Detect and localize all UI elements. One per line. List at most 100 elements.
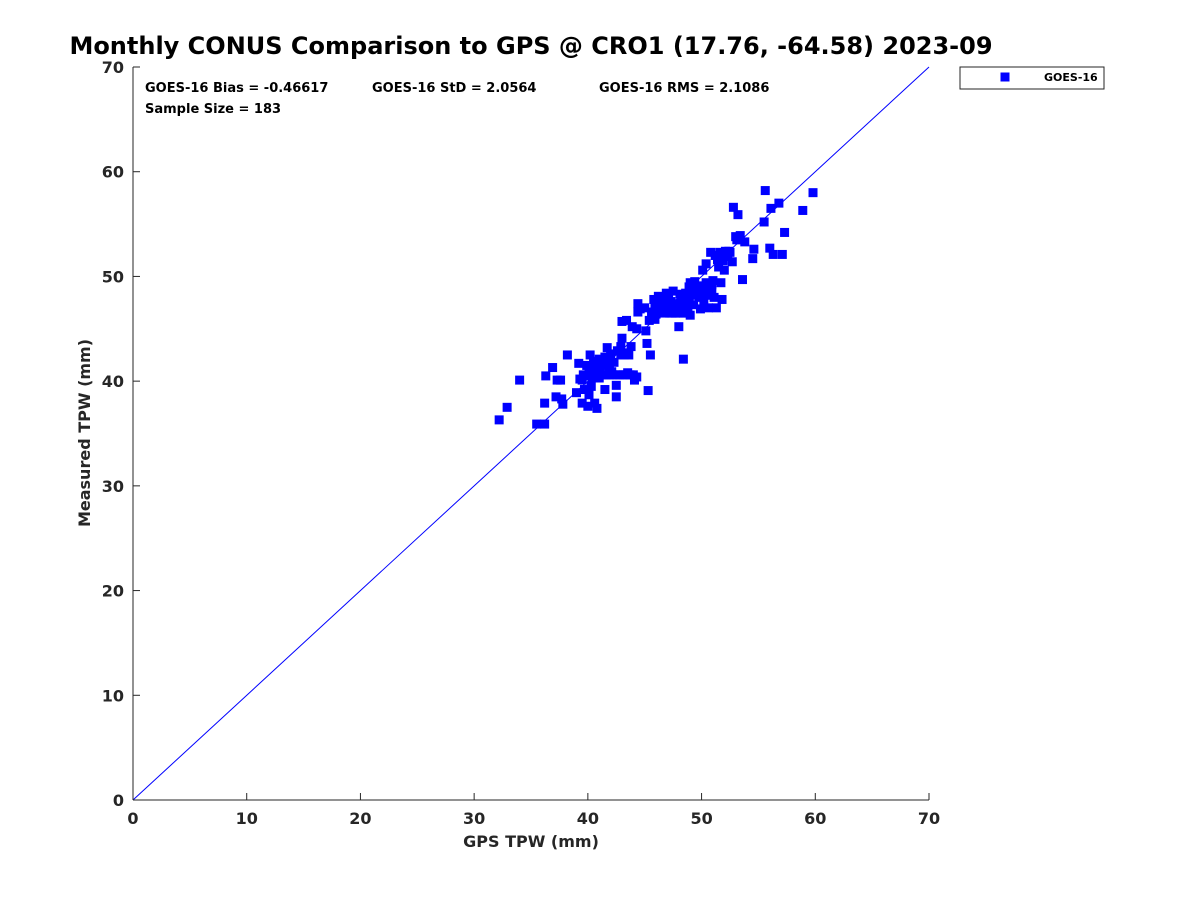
- data-point: [586, 368, 596, 378]
- data-point: [633, 299, 643, 309]
- data-point: [774, 198, 784, 208]
- data-point: [562, 350, 572, 360]
- data-point: [632, 372, 642, 382]
- data-points: [494, 186, 818, 429]
- data-point: [604, 363, 614, 373]
- data-point: [622, 348, 632, 358]
- legend-label: GOES-16: [1044, 71, 1098, 84]
- x-axis-label: GPS TPW (mm): [463, 832, 599, 851]
- data-point: [603, 357, 613, 367]
- data-point: [617, 316, 627, 326]
- data-point: [616, 342, 626, 352]
- data-point: [515, 375, 525, 385]
- data-point: [686, 290, 696, 300]
- data-point: [659, 308, 669, 318]
- data-point: [701, 259, 711, 269]
- data-point: [685, 310, 695, 320]
- data-point: [673, 303, 683, 313]
- x-ticks: 0 10 20 30 40 50 60 70: [127, 793, 940, 828]
- x-tick-label: 60: [804, 809, 826, 828]
- data-point: [579, 385, 589, 395]
- data-point: [594, 354, 604, 364]
- data-point: [715, 247, 725, 257]
- data-point: [725, 247, 735, 257]
- y-tick-label: 50: [102, 267, 124, 286]
- x-tick-label: 40: [577, 809, 599, 828]
- data-point: [733, 210, 743, 220]
- y-tick-label: 70: [102, 58, 124, 77]
- data-point: [584, 390, 594, 400]
- data-point: [668, 286, 678, 296]
- data-point: [694, 292, 704, 302]
- x-tick-label: 10: [236, 809, 258, 828]
- data-point: [765, 243, 775, 253]
- bias-stat: GOES-16 Bias = -0.46617: [145, 81, 328, 96]
- data-point: [540, 419, 550, 429]
- x-tick-label: 20: [349, 809, 371, 828]
- data-point: [699, 297, 709, 307]
- y-axis-label: Measured TPW (mm): [75, 339, 94, 527]
- legend-box: [959, 66, 1105, 90]
- data-point: [684, 282, 694, 292]
- data-point: [703, 303, 713, 313]
- data-point: [640, 303, 650, 313]
- data-point: [558, 399, 568, 409]
- data-point: [728, 202, 738, 212]
- data-point: [598, 360, 608, 370]
- y-tick-label: 60: [102, 163, 124, 182]
- data-point: [695, 304, 705, 314]
- data-point: [600, 385, 610, 395]
- data-point: [575, 374, 585, 384]
- data-point: [541, 371, 551, 381]
- data-point: [602, 343, 612, 353]
- data-point: [548, 363, 558, 373]
- data-point: [718, 256, 728, 266]
- data-point: [712, 255, 722, 265]
- data-point: [658, 303, 668, 313]
- data-point: [657, 297, 667, 307]
- data-point: [692, 286, 702, 296]
- y-tick-label: 20: [102, 582, 124, 601]
- data-point: [627, 322, 637, 332]
- y-tick-label: 40: [102, 372, 124, 391]
- data-point: [557, 394, 567, 404]
- data-point: [611, 380, 621, 390]
- data-point: [714, 262, 724, 272]
- data-point: [702, 290, 712, 300]
- data-point: [681, 288, 691, 298]
- data-point: [740, 237, 750, 247]
- data-point: [780, 227, 790, 237]
- rms-stat: GOES-16 RMS = 2.1086: [599, 81, 769, 96]
- data-point: [590, 398, 600, 408]
- data-point: [717, 294, 727, 304]
- data-point: [719, 265, 729, 275]
- data-point: [574, 358, 584, 368]
- data-point: [599, 370, 609, 380]
- y-ticks: 0 10 20 30 40 50 60 70: [102, 58, 140, 810]
- data-point: [551, 392, 561, 402]
- data-point: [698, 265, 708, 275]
- data-point: [766, 203, 776, 213]
- data-point: [680, 298, 690, 308]
- data-point: [732, 235, 742, 245]
- y-tick-label: 10: [102, 686, 124, 705]
- data-point: [585, 350, 595, 360]
- data-point: [583, 401, 593, 411]
- std-stat: GOES-16 StD = 2.0564: [372, 81, 536, 96]
- data-point: [641, 326, 651, 336]
- data-point: [532, 419, 542, 429]
- data-point: [600, 352, 610, 362]
- data-point: [749, 244, 759, 254]
- data-point: [661, 288, 671, 298]
- data-point: [650, 314, 660, 324]
- data-point: [577, 398, 587, 408]
- data-point: [502, 402, 512, 412]
- data-point: [678, 354, 688, 364]
- data-point: [586, 381, 596, 391]
- data-point: [667, 308, 677, 318]
- data-point: [540, 398, 550, 408]
- data-point: [593, 370, 603, 380]
- legend-marker-square-icon: [1000, 72, 1010, 82]
